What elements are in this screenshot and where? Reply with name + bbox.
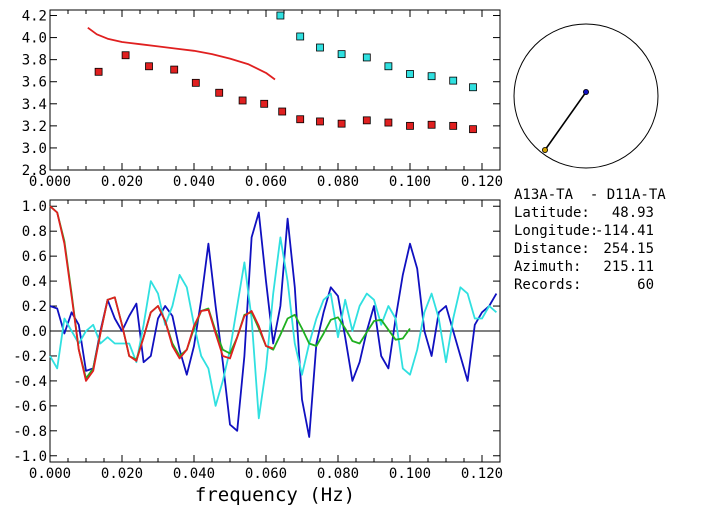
data-point [170,65,179,74]
dispersion-frame [49,9,501,171]
data-point [469,125,477,134]
y-tick-label: 3.0 [22,141,47,157]
y-tick-label: -0.2 [13,349,47,365]
series-line-2 [49,205,411,380]
series-line-1 [49,236,497,420]
info-label: Azimuth: [514,259,581,275]
station-marker [583,89,590,96]
y-tick-label: 0.6 [22,249,47,265]
x-tick-label: 0.060 [245,174,287,190]
correlation-ticks: 0.000 0.020 0.040 0.060 0.080 0.100 0.120 1.0 0.… [13,199,503,482]
data-point [406,121,414,130]
x-tick-label: 0.120 [461,174,503,190]
data-point [427,120,436,129]
data-point [94,67,103,76]
y-tick-label: 3.6 [22,75,47,91]
y-tick-label: 0.4 [22,274,47,290]
y-tick-label: 1.0 [22,199,47,215]
data-point [449,76,458,85]
y-tick-label: 2.8 [22,163,47,179]
path-line [544,91,587,151]
x-tick-label: 0.120 [461,466,503,482]
series-line-0 [49,211,498,438]
series-line-3 [49,205,274,382]
path-map [513,23,659,169]
x-tick-label: 0.080 [317,466,359,482]
y-tick-label: 3.8 [22,53,47,69]
y-tick-label: -1.0 [13,449,47,465]
info-value: 254.15 [603,241,654,257]
x-tick-label: 0.040 [173,466,215,482]
data-point [362,116,371,125]
y-tick-label: 3.2 [22,119,47,135]
x-tick-label: 0.100 [389,466,431,482]
data-point [362,53,371,62]
data-point [191,78,200,87]
event-marker [542,146,549,153]
data-point [449,121,458,130]
y-tick-label: 4.2 [22,9,47,25]
series-line-2 [87,26,276,81]
y-tick-label: -0.8 [13,424,47,440]
data-point [215,88,224,97]
data-point [427,72,436,81]
y-tick-label: 0.2 [22,299,47,315]
y-tick-label: 0.0 [22,324,47,340]
info-label: Distance: [514,241,590,257]
data-point [278,107,287,116]
x-tick-label: 0.000 [29,174,71,190]
data-point [384,62,393,71]
data-point [384,118,393,127]
data-point [337,50,346,59]
x-tick-label: 0.060 [245,466,287,482]
data-point [316,117,324,126]
info-value: 48.93 [612,205,654,221]
data-point [296,115,305,124]
info-value: -114.41 [595,223,654,239]
map-circle [513,23,659,169]
data-point [406,70,414,78]
data-point [238,96,247,105]
dispersion-ticks: 0.000 0.020 0.040 0.060 0.080 0.100 0.120 2.8 3.… [22,9,503,190]
data-point [337,119,346,128]
x-tick-label: 0.080 [317,174,359,190]
dispersion-panel: 0.000 0.020 0.040 0.060 0.080 0.100 0.120 2.8 3.… [22,9,503,190]
data-point [121,51,130,60]
x-tick-label: 0.040 [173,174,215,190]
x-axis-label: frequency (Hz) [195,484,355,506]
data-point [276,11,285,20]
station-info: A13A-TA - D11A-TA Latitude: 48.93 Longitud… [514,187,666,293]
correlation-marks [49,205,498,438]
data-point [469,83,477,92]
x-tick-label: 0.100 [389,174,431,190]
data-point [260,99,269,108]
station-pair: A13A-TA - D11A-TA [514,187,666,203]
y-tick-label: 3.4 [22,97,47,113]
info-value: 60 [637,277,654,293]
x-tick-label: 0.020 [101,174,143,190]
info-label: Records: [514,277,581,293]
info-value: 215.11 [603,259,654,275]
data-point [296,32,305,41]
info-label: Longitude: [514,223,598,239]
correlation-panel: 0.000 0.020 0.040 0.060 0.080 0.100 0.120 1.0 0.… [13,199,503,506]
x-tick-label: 0.000 [29,466,71,482]
x-tick-label: 0.020 [101,466,143,482]
y-tick-label: 0.8 [22,224,47,240]
y-tick-label: 4.0 [22,31,47,47]
y-tick-label: -0.6 [13,399,47,415]
data-point [145,62,153,71]
dispersion-marks [87,11,477,134]
data-point [316,43,324,52]
y-tick-label: -0.4 [13,374,47,390]
info-label: Latitude: [514,205,590,221]
info-rows: Latitude: 48.93 Longitude:-114.41 Distance:… [514,205,654,293]
